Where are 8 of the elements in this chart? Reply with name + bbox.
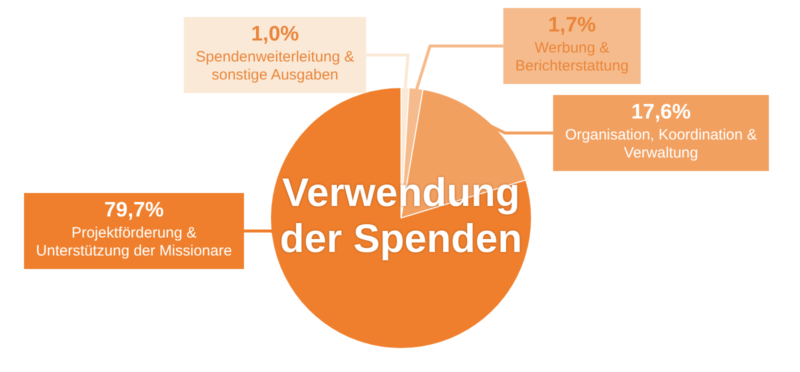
slice-label: Organisation, Koordination & Verwaltung — [565, 126, 757, 162]
data-label: 79,7% — [104, 198, 164, 222]
data-label: 1,0% — [251, 22, 300, 46]
slice-label: Projektförderung & Unterstützung der Missionare — [36, 224, 232, 260]
data-label: 17,6% — [631, 100, 692, 124]
slice-label: Werbung & Berichterstattung — [515, 40, 629, 75]
data-label: 1,7% — [548, 13, 596, 36]
slice-label: Spendenweiterleitung & sonstige Ausgaben — [196, 48, 354, 84]
